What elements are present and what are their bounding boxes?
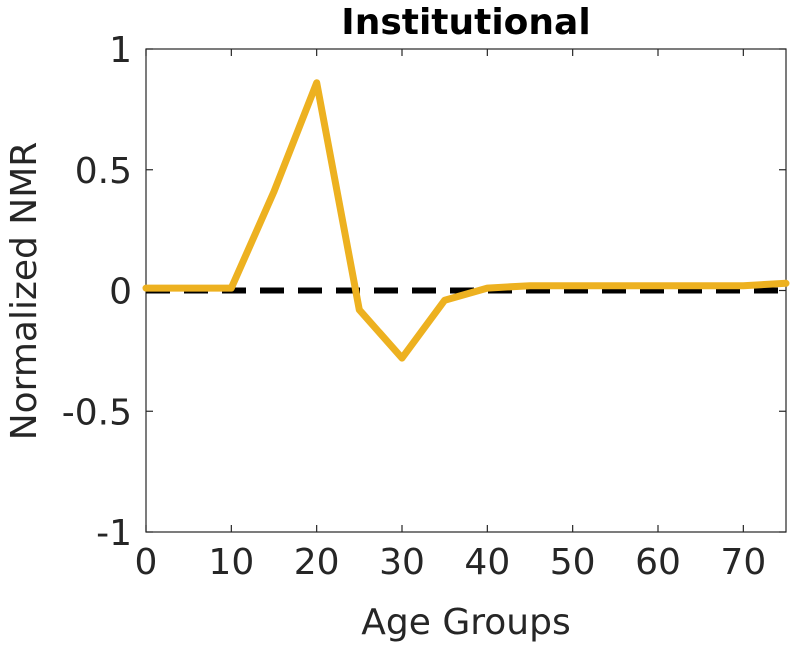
y-tick-label: 1 [109,30,132,71]
y-tick-label: -1 [96,513,132,554]
x-tick-label: 30 [379,542,425,583]
series-line [142,79,790,362]
x-axis-ticks: 0 10 20 30 40 50 60 70 [135,49,766,583]
x-tick-label: 60 [635,542,681,583]
chart-title: Institutional [341,2,590,43]
x-axis-label: Age Groups [361,602,570,643]
y-tick-label: -0.5 [62,392,132,433]
x-tick-label: 20 [294,542,340,583]
y-axis-label: Normalized NMR [4,142,45,441]
y-axis-ticks: 1 0.5 0 -0.5 -1 [62,30,786,554]
x-tick-label: 70 [720,542,766,583]
series-group [142,79,790,362]
x-tick-label: 10 [208,542,254,583]
x-tick-label: 50 [550,542,596,583]
y-tick-label: 0.5 [75,151,132,192]
x-tick-label: 0 [135,542,158,583]
y-tick-label: 0 [109,272,132,313]
x-tick-label: 40 [464,542,510,583]
